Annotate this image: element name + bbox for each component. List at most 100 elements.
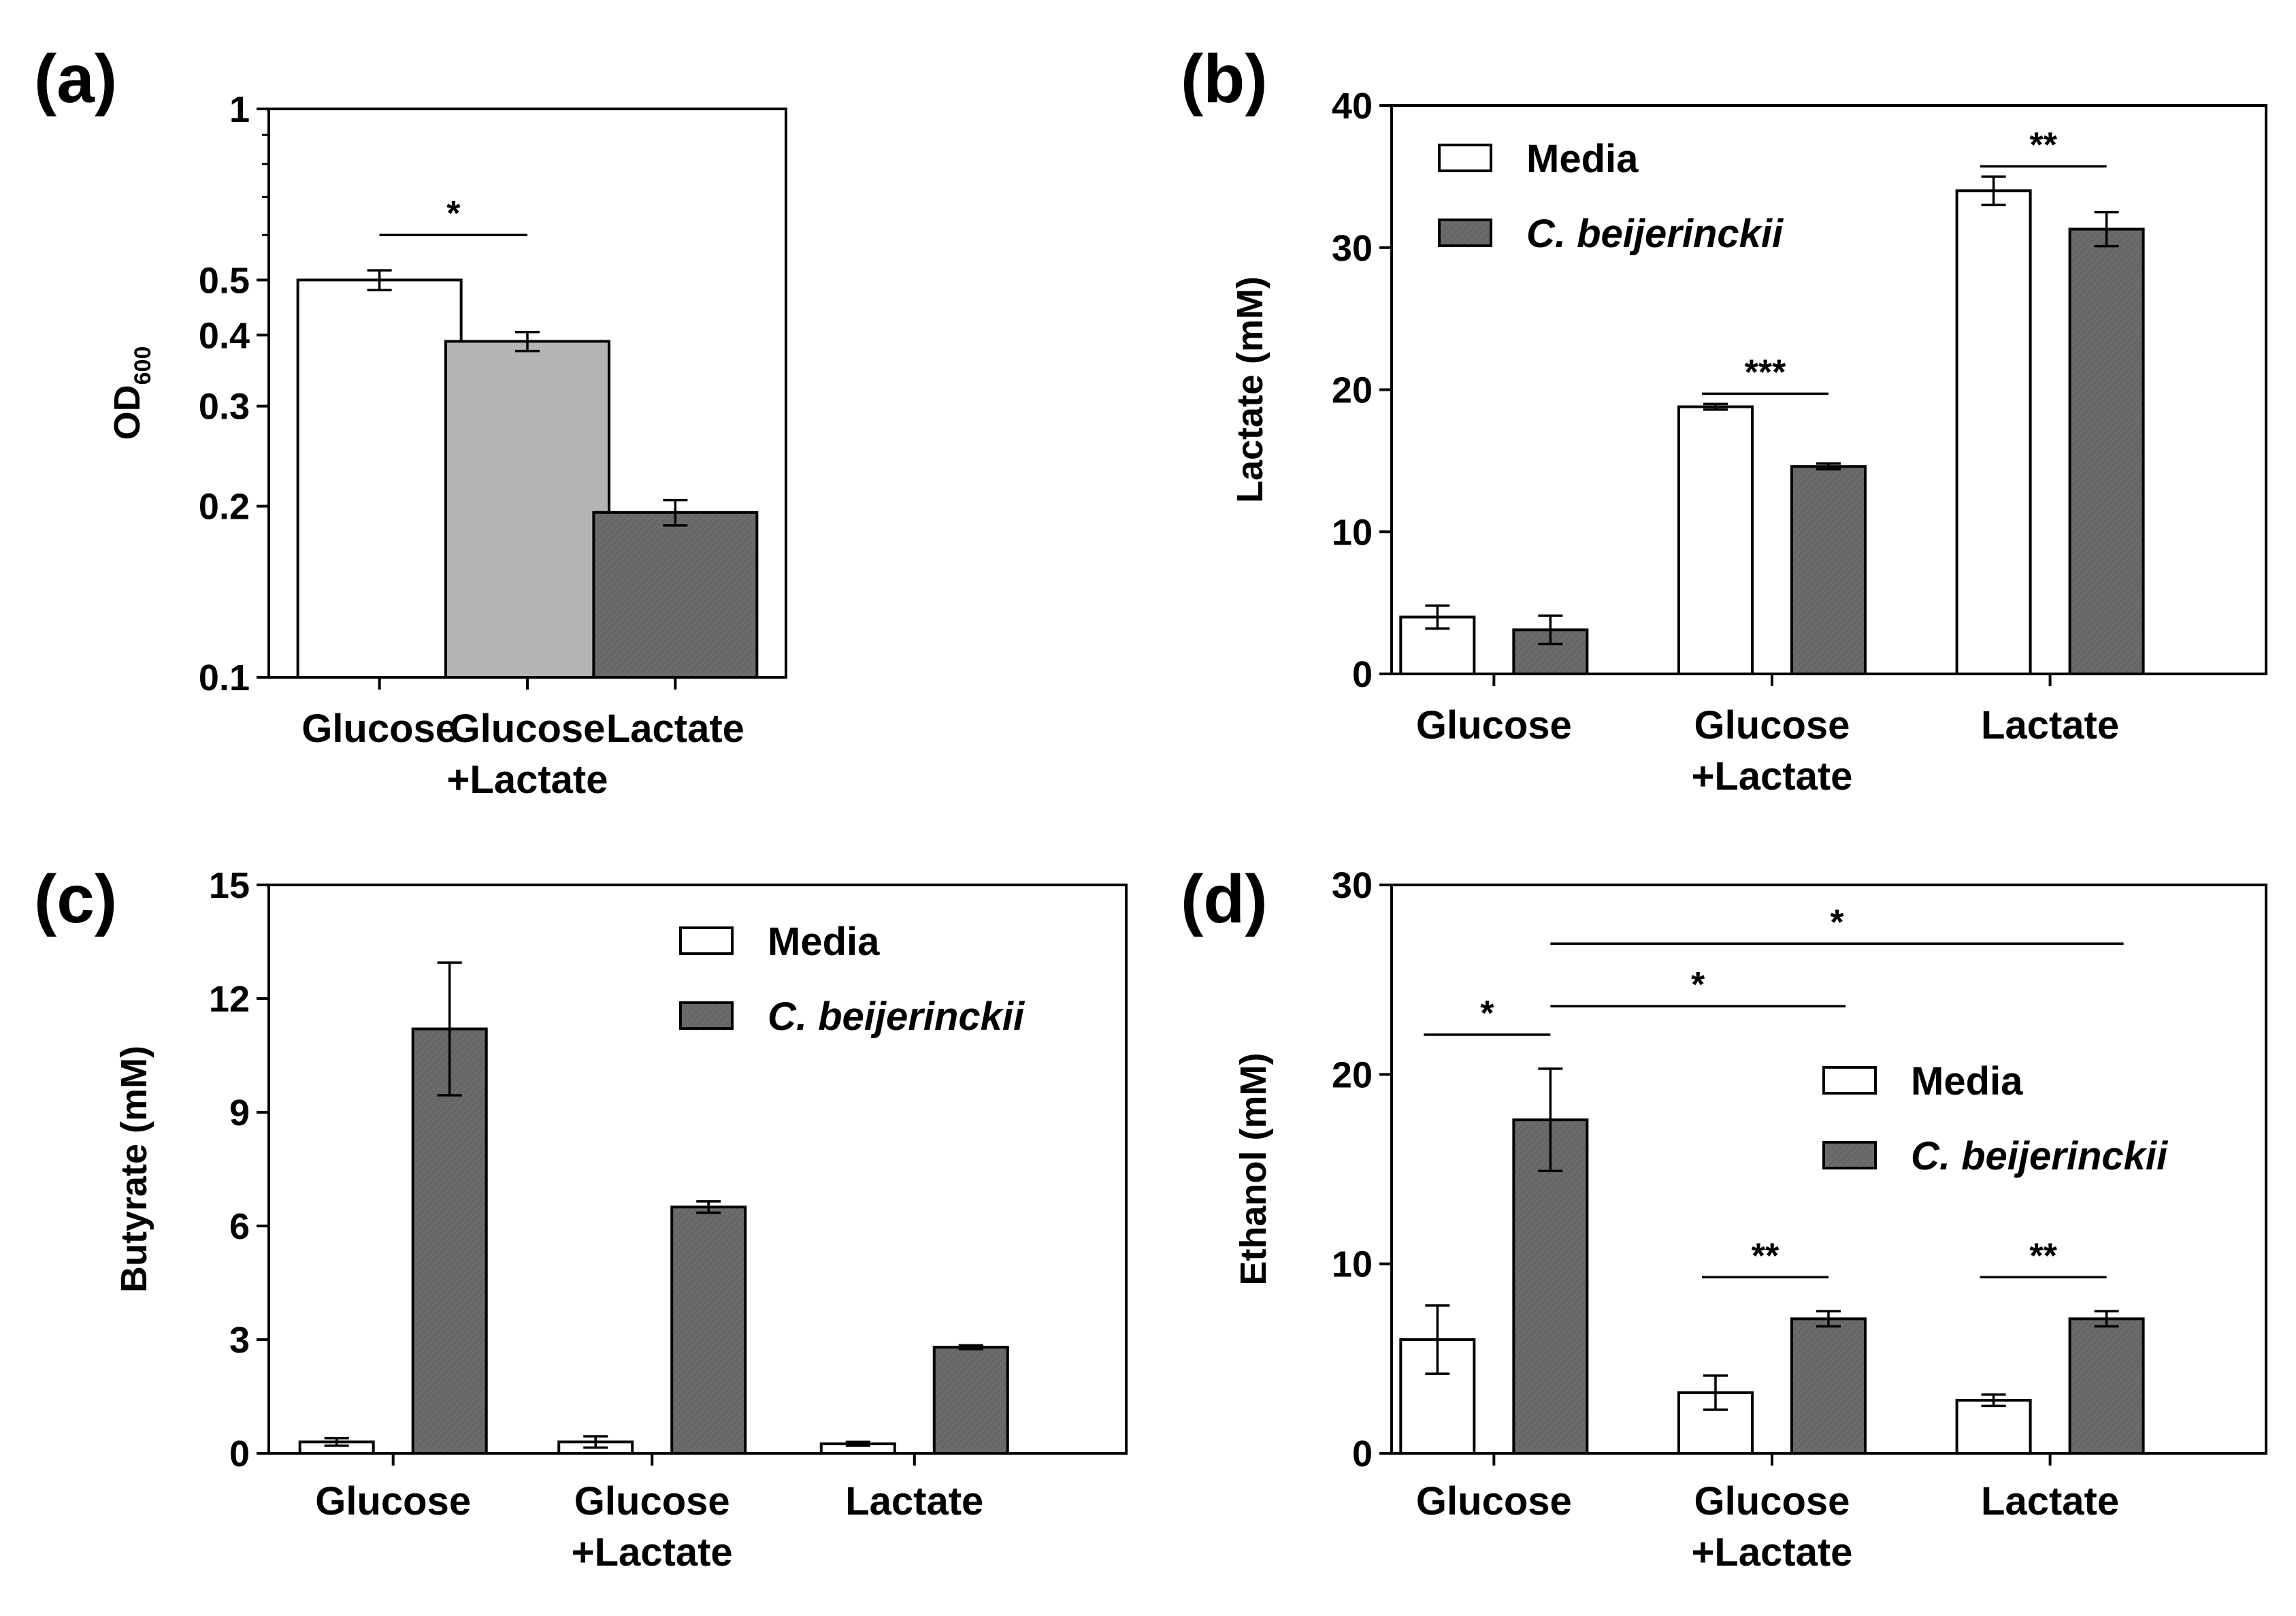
significance-annotation: *** <box>1701 353 1828 395</box>
bar <box>444 340 610 679</box>
significance-annotation: * <box>1550 965 1846 1007</box>
error-bar <box>1816 462 1841 471</box>
bar-c-beijerinckii <box>2068 227 2145 675</box>
bars <box>1399 175 2145 675</box>
error-bar <box>845 1440 870 1447</box>
legend: Media C. beijerinckii <box>679 920 1026 1039</box>
x-tick-label: Lactate <box>606 707 744 751</box>
error-bar <box>1425 604 1450 630</box>
error-bar <box>515 331 540 353</box>
significance-label: *** <box>1745 353 1786 392</box>
error-bar <box>1538 614 1563 645</box>
bar-c-beijerinckii <box>411 1027 488 1455</box>
significance-annotation: * <box>1550 903 2124 946</box>
panel-label: (c) <box>34 861 117 937</box>
significance-annotation: ** <box>1980 125 2107 168</box>
y-tick-label: 0 <box>229 1434 250 1474</box>
panel-label: (b) <box>1181 41 1268 117</box>
x-tick-label: +Lactate <box>1691 754 1852 798</box>
error-bar <box>1703 402 1728 411</box>
error-bar <box>958 1344 983 1351</box>
significance-label: ** <box>2029 125 2057 165</box>
y-tick-label: 3 <box>229 1320 250 1361</box>
error-bar <box>696 1200 721 1214</box>
error-bar <box>1703 1374 1728 1411</box>
x-tick-label: Glucose <box>450 707 606 751</box>
y-tick-label: 6 <box>229 1206 250 1247</box>
x-tick-label: Glucose <box>1416 703 1572 747</box>
significance-annotation: * <box>1424 994 1551 1036</box>
significance-annotation: * <box>379 194 527 236</box>
x-tick-label: Glucose <box>1416 1479 1572 1523</box>
legend-swatch <box>1438 219 1492 247</box>
y-axis-label-subscript: 600 <box>130 346 156 385</box>
y-axis-label: Lactate (mM) <box>1230 276 1270 503</box>
y-tick-label: 0 <box>1352 1434 1373 1474</box>
x-tick-label: Lactate <box>845 1479 983 1523</box>
x-tick-label: Glucose <box>574 1479 730 1523</box>
legend-label: Media <box>1911 1059 2023 1103</box>
y-tick-label: 0.5 <box>199 260 250 301</box>
bar-c-beijerinckii <box>670 1206 747 1455</box>
y-axis: 0.1 0.2 0.3 0.4 0.5 1 <box>199 89 269 698</box>
y-tick-label: 20 <box>1332 370 1373 411</box>
significance-label: * <box>1480 994 1494 1033</box>
y-tick-label: 15 <box>209 865 250 906</box>
legend-label: C. beijerinckii <box>1526 212 1784 256</box>
error-bar <box>437 961 462 1097</box>
bar <box>296 278 463 679</box>
panel-c: (c) 0 3 6 9 12 15 Butyrate (mM) Glucose Glucose +L… <box>34 861 1128 1574</box>
bar-c-beijerinckii <box>1790 465 1867 675</box>
error-bar <box>663 498 688 527</box>
bar-media <box>1955 1399 2032 1455</box>
error-bar <box>1981 175 2006 206</box>
y-axis-label: Ethanol (mM) <box>1233 1053 1274 1286</box>
y-axis: 0 10 20 30 40 <box>1332 86 1392 695</box>
x-tick-label: Glucose <box>315 1479 471 1523</box>
legend: Media C. beijerinckii <box>1822 1059 2169 1178</box>
y-tick-label: 0.4 <box>199 315 250 356</box>
y-tick-label: 1 <box>229 89 250 130</box>
x-tick-label: +Lactate <box>447 758 608 802</box>
bars <box>1399 1067 2145 1455</box>
y-tick-label: 10 <box>1332 1244 1373 1285</box>
error-bar <box>1816 1310 1841 1328</box>
y-tick-label: 30 <box>1332 228 1373 269</box>
significance-label: ** <box>1752 1236 1780 1276</box>
legend-swatch <box>1822 1141 1877 1169</box>
x-tick-label: Lactate <box>1981 1479 2119 1523</box>
y-axis-label: Butyrate (mM) <box>114 1046 154 1293</box>
y-tick-label: 20 <box>1332 1054 1373 1095</box>
significance-label: ** <box>2029 1236 2057 1276</box>
error-bar <box>1981 1393 2006 1408</box>
y-tick-label: 30 <box>1332 865 1373 906</box>
bars <box>296 269 759 679</box>
y-tick-label: 0.3 <box>199 387 250 427</box>
error-bar <box>583 1435 608 1449</box>
panel-label: (d) <box>1181 861 1268 937</box>
bar-media <box>1677 405 1754 675</box>
y-axis-label: OD600 <box>107 346 156 440</box>
panel-b: (b) 0 10 20 30 40 Lactate (mM) Glucose Glucose +L… <box>1181 41 2267 798</box>
error-bar <box>2094 1310 2119 1328</box>
error-bar <box>2094 210 2119 248</box>
legend-swatch <box>679 926 734 955</box>
y-axis: 0 10 20 30 <box>1332 865 1392 1474</box>
panel-d: (d) 0 10 20 30 Ethanol (mM) Glucose Glucose +Lac… <box>1181 861 2267 1574</box>
legend-label: C. beijerinckii <box>768 995 1026 1039</box>
legend-swatch <box>1822 1066 1877 1095</box>
legend: Media C. beijerinckii <box>1438 137 1784 256</box>
bar-media <box>1955 189 2032 675</box>
y-tick-label: 9 <box>229 1093 250 1133</box>
y-axis: 0 3 6 9 12 15 <box>209 865 269 1474</box>
bar-c-beijerinckii <box>1512 1118 1589 1455</box>
x-tick-label: +Lactate <box>572 1530 733 1574</box>
panel-label: (a) <box>34 41 117 117</box>
significance-annotation: ** <box>1980 1236 2107 1278</box>
x-tick-label: Glucose <box>301 707 457 751</box>
significance-annotation: ** <box>1701 1236 1828 1278</box>
y-tick-label: 0.1 <box>199 658 250 698</box>
significance-label: * <box>446 194 461 233</box>
